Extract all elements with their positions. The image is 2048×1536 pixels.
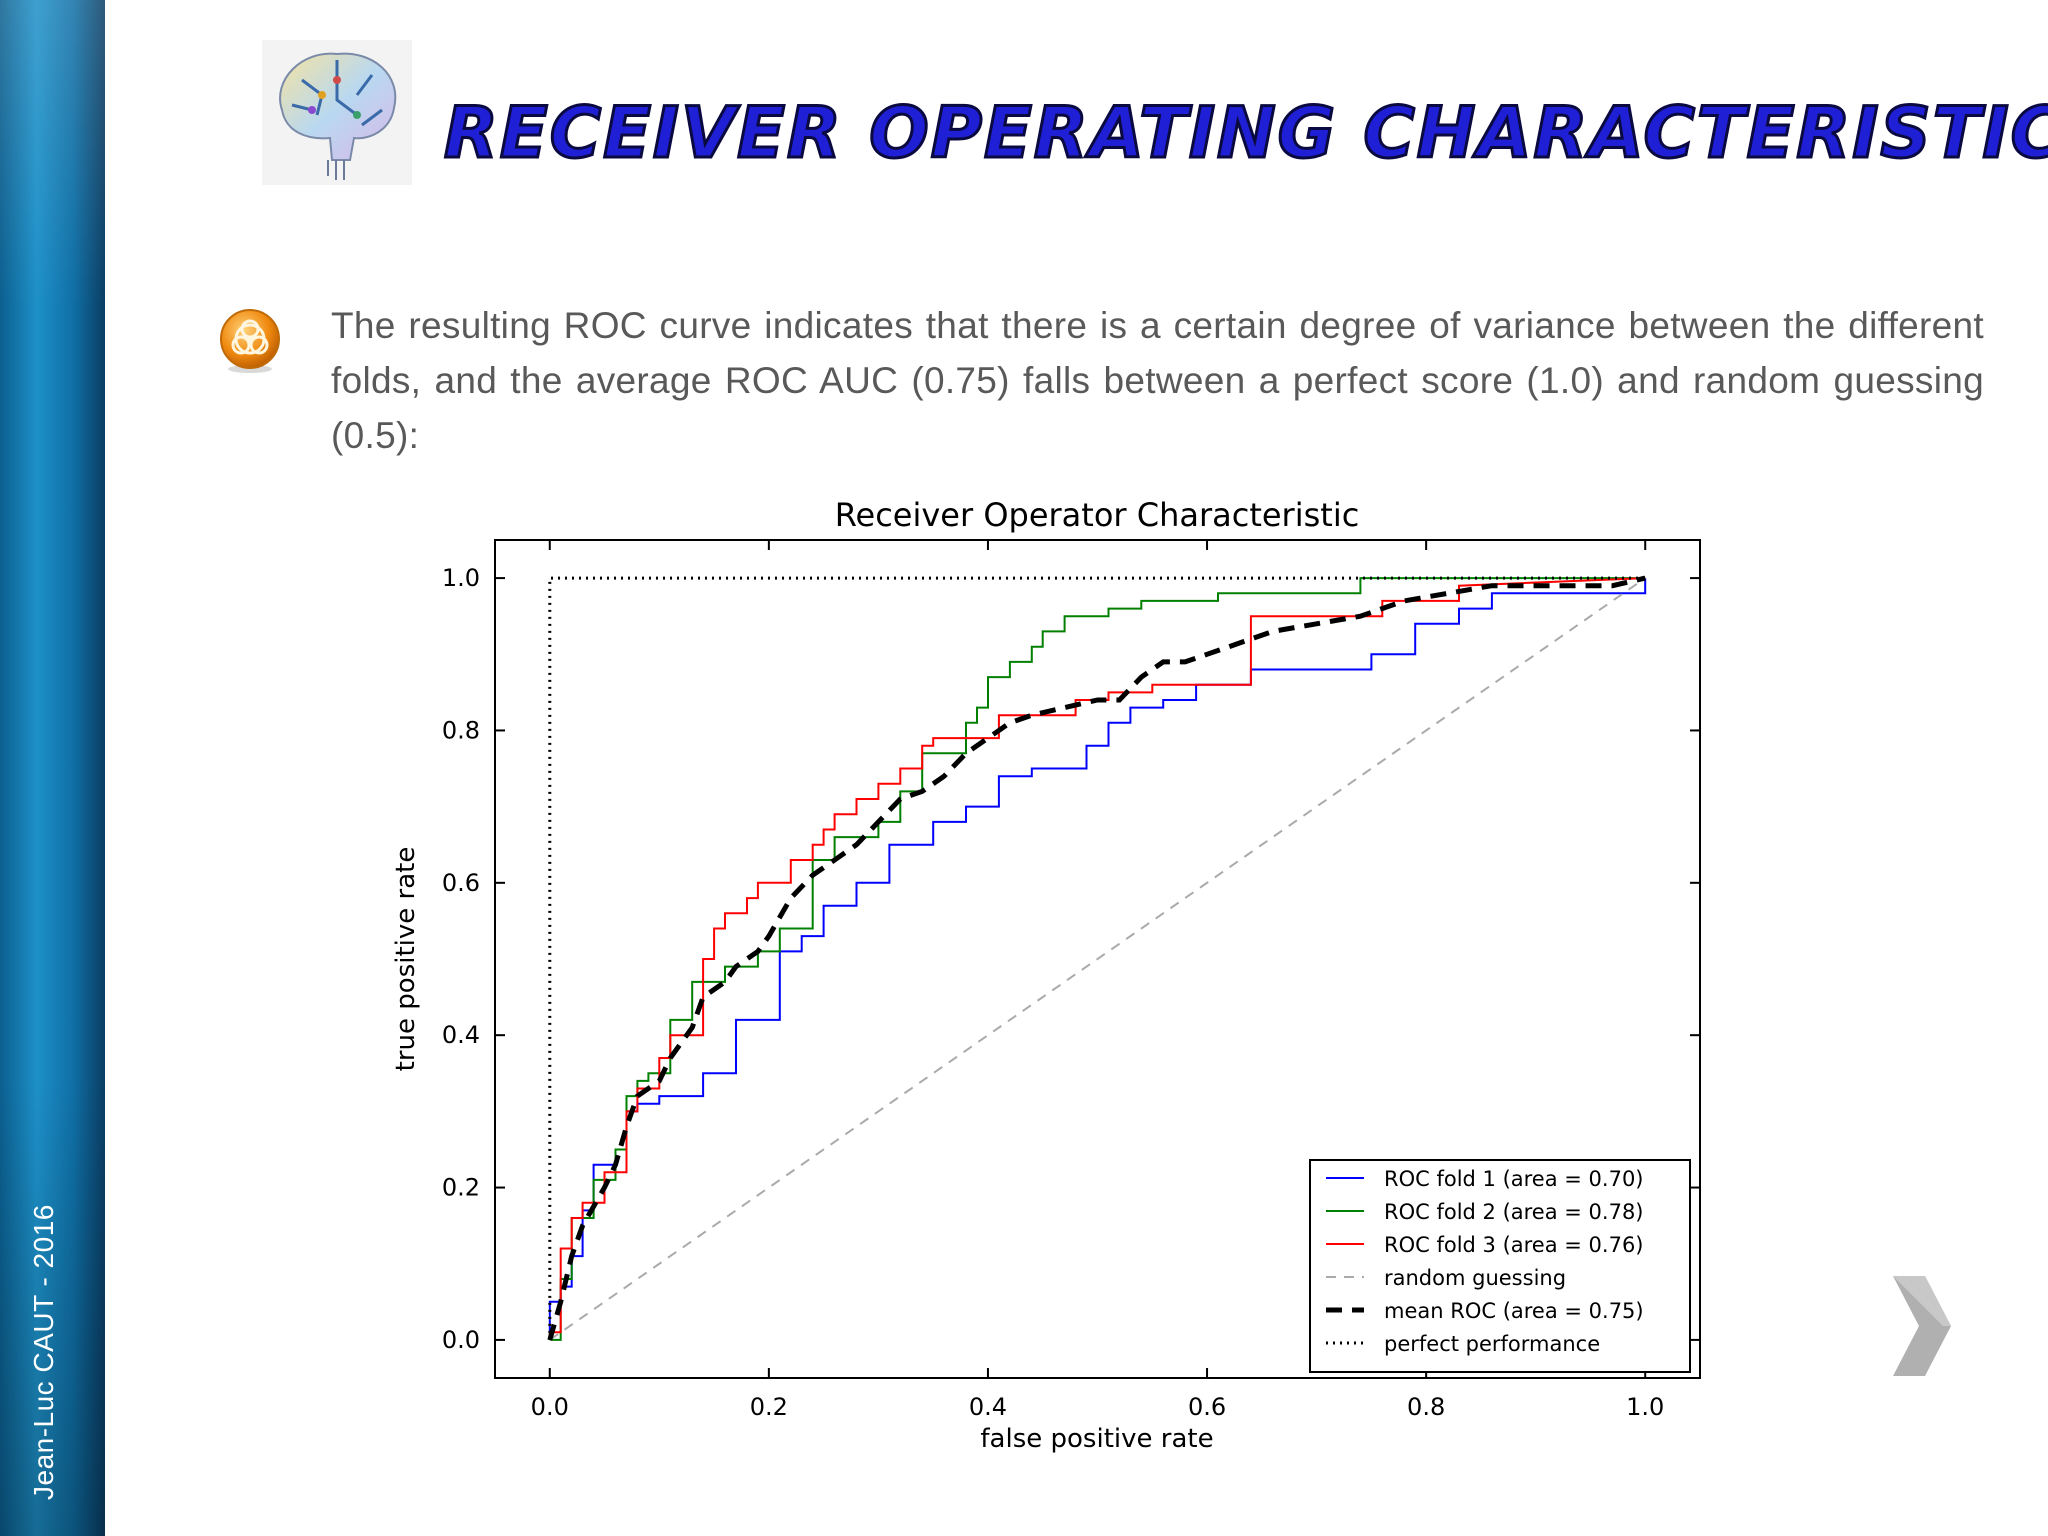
legend: ROC fold 1 (area = 0.70) ROC fold 2 (area… [1309, 1159, 1691, 1373]
chart-title: Receiver Operator Characteristic [835, 496, 1360, 534]
y-tick-label: 0.0 [442, 1326, 480, 1354]
x-axis-label: false positive rate [980, 1424, 1213, 1454]
chevron-right-icon[interactable] [1885, 1272, 1955, 1380]
series-line-5 [547, 575, 1646, 1341]
y-tick-label: 0.8 [442, 716, 480, 744]
brain-circuit-icon [262, 40, 412, 185]
sidebar-band [0, 0, 105, 1536]
x-tick-label: 1.0 [1626, 1393, 1664, 1421]
y-axis-label: true positive rate [391, 847, 421, 1072]
y-tick-label: 0.4 [442, 1021, 480, 1049]
plot-frame [494, 539, 1701, 1379]
roc-chart: Receiver Operator Characteristic 0.0 0.2 0… [391, 496, 1701, 1454]
legend-label: ROC fold 1 (area = 0.70) [1384, 1167, 1644, 1191]
biohazard-icon [220, 309, 280, 373]
x-tick-label: 0.0 [531, 1393, 569, 1421]
legend-label: perfect performance [1384, 1332, 1600, 1356]
y-tick-label: 0.6 [442, 869, 480, 897]
legend-box [1309, 1159, 1691, 1373]
series-line-3 [548, 577, 1646, 1340]
y-tick-label: 0.2 [442, 1174, 480, 1202]
axis-ticks [495, 540, 1700, 1378]
x-tick-label: 0.8 [1407, 1393, 1445, 1421]
series-line-6 [548, 576, 1646, 1340]
series-line-4 [549, 577, 1646, 1341]
slide-title: Receiver Operating Characteristic [443, 91, 2048, 176]
legend-label: mean ROC (area = 0.75) [1384, 1299, 1644, 1323]
x-tick-label: 0.6 [1188, 1393, 1226, 1421]
x-tick-label: 0.2 [750, 1393, 788, 1421]
x-tick-label: 0.4 [969, 1393, 1007, 1421]
series-group [547, 575, 1647, 1341]
legend-label: ROC fold 3 (area = 0.76) [1384, 1233, 1644, 1257]
y-tick-label: 1.0 [442, 564, 480, 592]
legend-label: random guessing [1384, 1266, 1566, 1290]
author-credit: Jean-Luc CAUT - 2016 [28, 1204, 59, 1500]
legend-label: ROC fold 2 (area = 0.78) [1384, 1200, 1644, 1224]
body-paragraph: The resulting ROC curve indicates that t… [331, 305, 1984, 456]
tick-labels: 0.0 0.2 0.4 0.6 0.8 1.0 0.0 0.2 0.4 0.6 0.8 1.0 [442, 564, 1664, 1421]
